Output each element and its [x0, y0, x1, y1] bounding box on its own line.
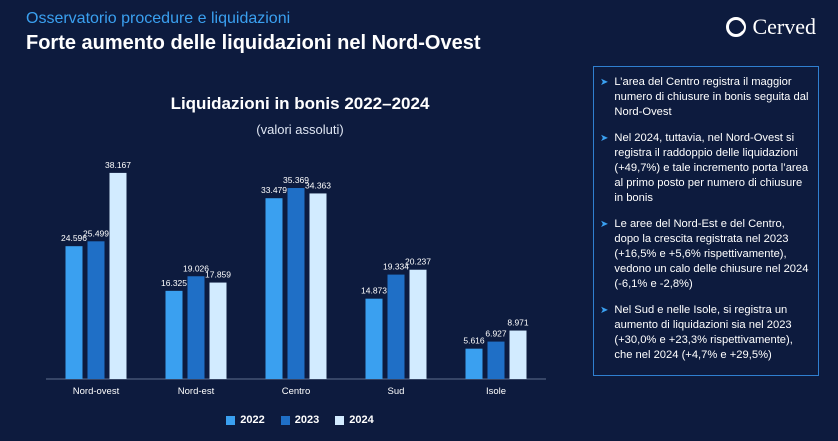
bar-centro-2023 — [287, 188, 305, 379]
x-tick-label: Centro — [282, 386, 311, 397]
data-label: 5.616 — [463, 336, 485, 346]
bar-nord-est-2023 — [187, 276, 205, 379]
data-label: 14.873 — [361, 286, 387, 296]
chart-title: Liquidazioni in bonis 2022–2024 — [170, 94, 430, 113]
logo-text: Cerved — [752, 14, 816, 39]
chart-subtitle: (valori assoluti) — [256, 122, 344, 137]
page-title: Forte aumento delle liquidazioni nel Nor… — [26, 32, 481, 54]
x-tick-label: Nord-est — [178, 386, 215, 397]
data-label: 33.479 — [261, 185, 287, 195]
bar-nord-ovest-2024 — [109, 172, 127, 379]
data-label: 8.971 — [507, 318, 529, 328]
bar-nord-est-2022 — [165, 290, 183, 379]
bar-centro-2022 — [265, 198, 283, 379]
header-subtitle: Osservatorio procedure e liquidazioni — [26, 10, 291, 27]
data-label: 35.369 — [283, 175, 309, 185]
bar-nord-ovest-2023 — [87, 241, 105, 379]
bar-sud-2024 — [409, 269, 427, 379]
legend-item: 2023 — [280, 414, 320, 426]
bar-isole-2023 — [487, 341, 505, 379]
legend-item: 2024 — [335, 414, 374, 426]
legend-label: 2022 — [240, 414, 265, 426]
x-tick-label: Nord-ovest — [73, 386, 120, 397]
legend-swatch — [335, 415, 345, 425]
commentary-text: Nel Sud e nelle Isole, si registra un au… — [614, 303, 793, 362]
cerved-logo-icon — [726, 17, 747, 37]
bar-centro-2024 — [309, 193, 327, 379]
data-label: 19.026 — [183, 263, 209, 273]
data-label: 6.927 — [485, 329, 507, 339]
data-label: 16.325 — [161, 278, 187, 288]
commentary-bullet: ➤ L’area del Centro registra il maggior … — [600, 75, 810, 121]
commentary-text: L’area del Centro registra il maggior nu… — [614, 76, 809, 119]
bar-isole-2024 — [509, 330, 527, 379]
bar-sud-2023 — [387, 274, 405, 379]
data-label: 19.334 — [383, 262, 409, 272]
legend-label: 2024 — [349, 414, 374, 426]
arrow-bullet-icon: ➤ — [600, 132, 609, 144]
commentary-bullet: ➤ Nel 2024, tuttavia, nel Nord-Ovest si … — [600, 131, 810, 207]
arrow-bullet-icon: ➤ — [600, 218, 609, 230]
data-label: 20.237 — [405, 257, 431, 267]
legend-swatch — [280, 415, 290, 425]
legend-swatch — [226, 415, 236, 425]
x-tick-label: Isole — [486, 386, 506, 397]
commentary-bullet: ➤ Le aree del Nord-Est e del Centro, dop… — [600, 217, 810, 293]
x-tick-label: Sud — [388, 386, 405, 397]
data-label: 38.167 — [105, 160, 131, 170]
bar-sud-2022 — [365, 298, 383, 379]
arrow-bullet-icon: ➤ — [600, 304, 609, 316]
legend-item: 2022 — [226, 414, 265, 426]
data-label: 25.499 — [83, 228, 109, 238]
data-label: 17.859 — [205, 270, 231, 280]
commentary-panel: ➤ L’area del Centro registra il maggior … — [593, 66, 819, 376]
commentary-text: Le aree del Nord-Est e del Centro, dopo … — [614, 217, 809, 291]
data-label: 24.596 — [61, 233, 87, 243]
commentary-bullet: ➤ Nel Sud e nelle Isole, si registra un … — [600, 303, 810, 364]
bar-nord-ovest-2022 — [65, 246, 83, 379]
cerved-logo: Cerved — [726, 14, 816, 40]
bar-nord-est-2024 — [209, 282, 227, 379]
commentary-text: Nel 2024, tuttavia, nel Nord-Ovest si re… — [614, 131, 809, 205]
legend-label: 2023 — [294, 414, 320, 426]
arrow-bullet-icon: ➤ — [600, 77, 609, 88]
chart-legend: 2022 2023 2024 — [0, 414, 600, 426]
bar-isole-2022 — [465, 348, 483, 379]
data-label: 34.363 — [305, 180, 331, 190]
